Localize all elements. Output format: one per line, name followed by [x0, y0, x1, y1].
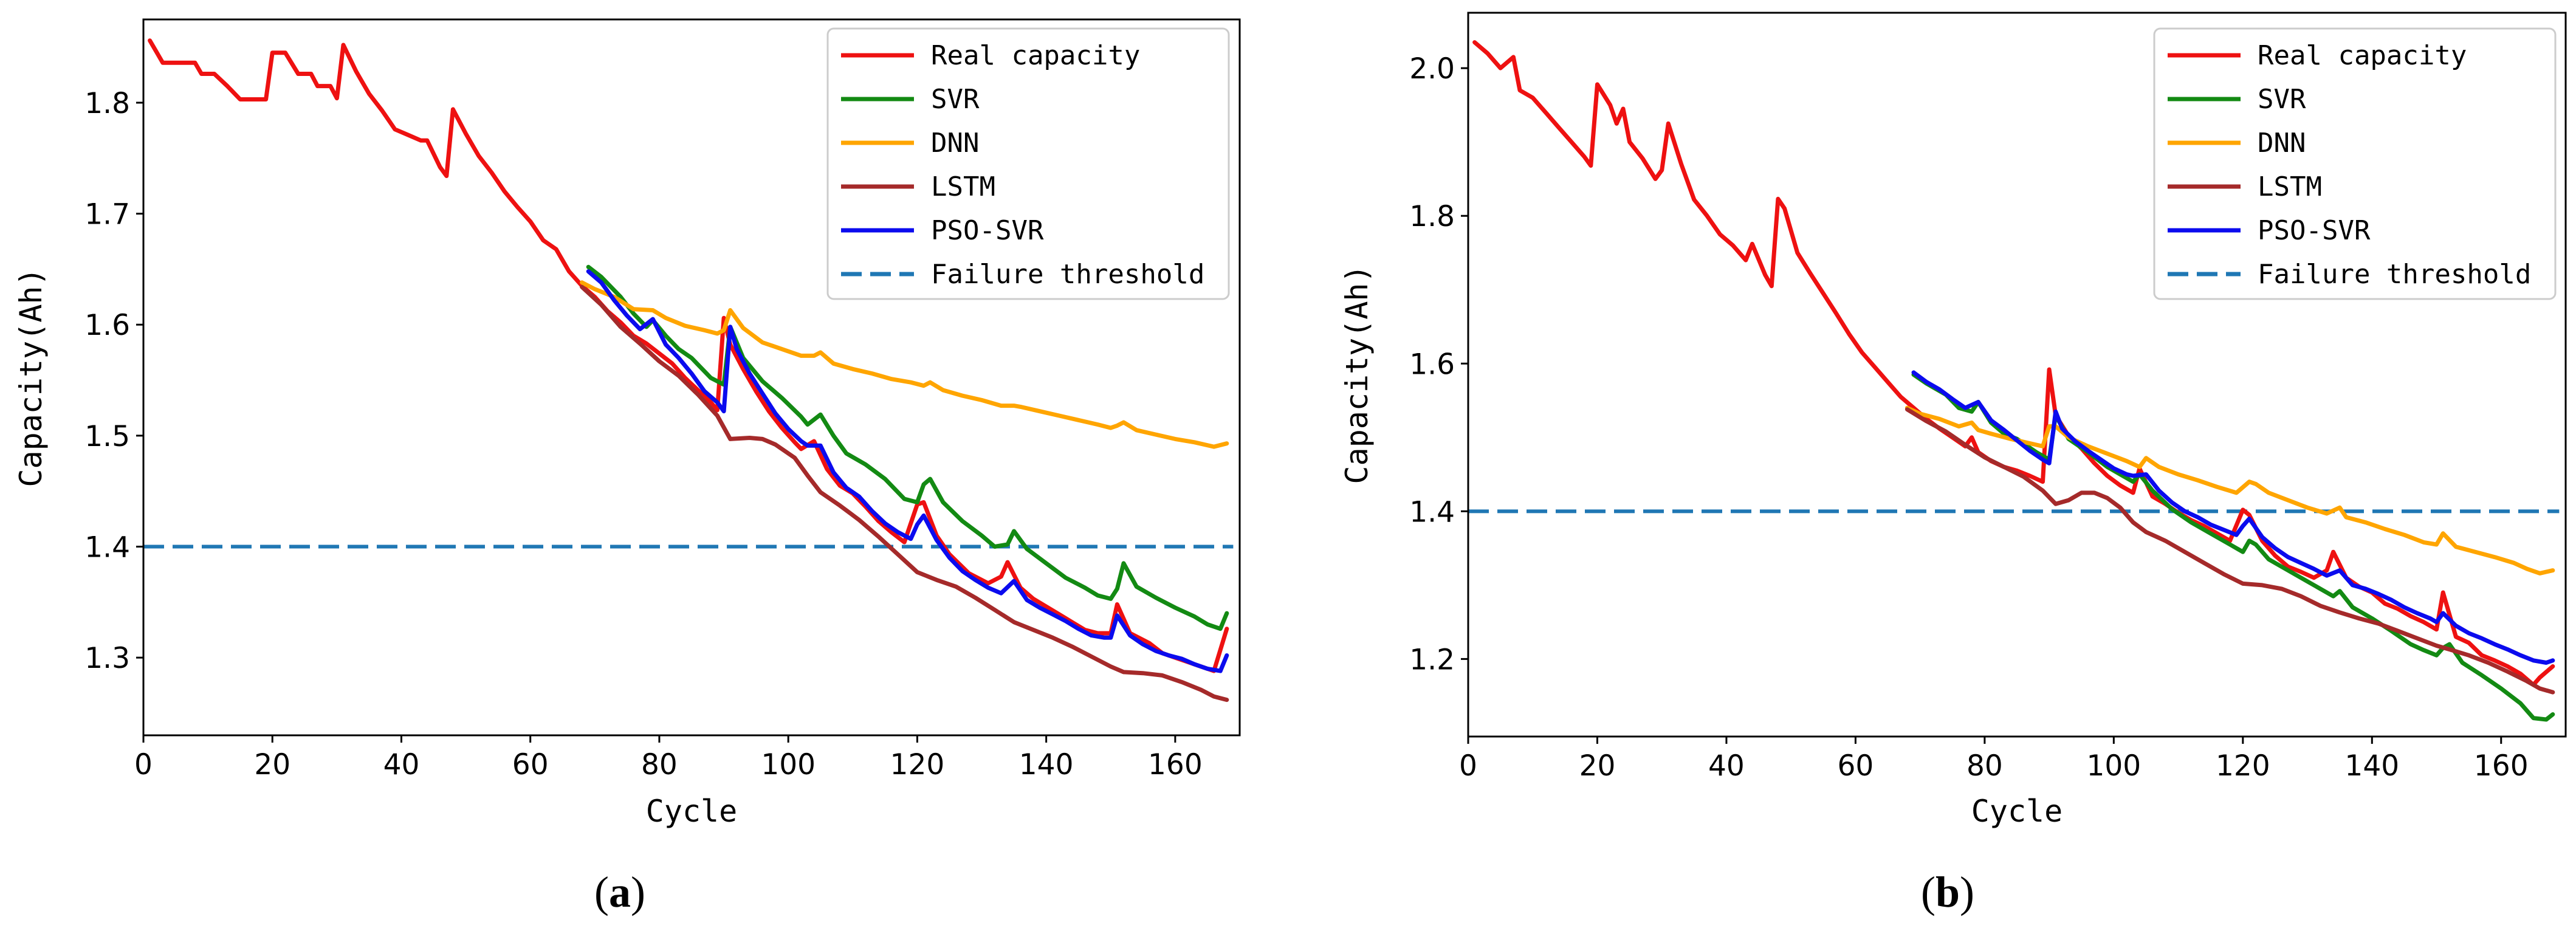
y-tick-label: 1.8 — [1409, 200, 1455, 233]
y-tick-label: 1.4 — [1409, 495, 1455, 529]
panel-letter-a: a — [609, 868, 631, 916]
plot-frame — [1467, 12, 2567, 738]
legend-label-real-capacity: Real capacity — [2258, 40, 2467, 71]
x-tick-label: 100 — [2086, 749, 2141, 783]
legend-label-failure-threshold: Failure threshold — [931, 259, 1204, 290]
x-tick-label: 0 — [134, 748, 153, 782]
x-tick-label: 120 — [2216, 749, 2270, 783]
axis-ticks: 0 20 40 60 80 100 120 140 160 1.2 1.4 1.6 1.8 2.0 — [1409, 52, 2528, 783]
legend-label-real-capacity: Real capacity — [931, 40, 1140, 71]
legend-label-svr: SVR — [931, 84, 980, 115]
x-tick-label: 80 — [1966, 749, 2003, 783]
x-tick-label: 20 — [254, 748, 290, 782]
legend: Real capacity SVR DNN LSTM PSO-SVR Failure th… — [826, 27, 1230, 300]
plot-frame — [142, 18, 1241, 737]
x-tick-label: 140 — [1019, 748, 1074, 782]
series-line-lstm — [1905, 407, 2555, 695]
series-line-dnn — [580, 280, 1229, 449]
y-tick-label: 1.7 — [84, 198, 130, 232]
y-tick-label: 1.3 — [84, 642, 130, 675]
y-tick-label: 2.0 — [1409, 52, 1455, 86]
legend-label-dnn: DNN — [2258, 128, 2306, 159]
series-line-pso-svr — [586, 269, 1229, 673]
y-axis-label: Capacity(Ah) — [1339, 264, 1375, 484]
x-tick-label: 20 — [1579, 749, 1616, 783]
x-axis-label: Cycle — [1971, 794, 2063, 829]
legend-box — [2153, 27, 2557, 300]
series-line-real-capacity — [148, 38, 1229, 673]
x-tick-label: 100 — [761, 748, 816, 782]
legend-label-failure-threshold: Failure threshold — [2258, 259, 2531, 290]
x-tick-label: 80 — [641, 748, 678, 782]
legend-label-pso-svr: PSO-SVR — [931, 215, 1044, 246]
y-tick-label: 1.2 — [1409, 643, 1455, 676]
x-tick-label: 140 — [2344, 749, 2399, 783]
panel-label-a: (a) — [594, 868, 645, 916]
x-tick-label: 40 — [383, 748, 420, 782]
x-axis-label: Cycle — [646, 794, 738, 829]
y-axis-label: Capacity(Ah) — [13, 267, 49, 487]
panel-label-b: (b) — [1921, 868, 1974, 916]
x-tick-label: 160 — [1148, 748, 1203, 782]
x-tick-label: 160 — [2474, 749, 2529, 783]
x-tick-label: 40 — [1708, 749, 1745, 783]
x-tick-label: 0 — [1459, 749, 1477, 783]
series-line-svr — [586, 264, 1229, 631]
y-tick-label: 1.6 — [84, 309, 130, 342]
plot-lines — [1468, 40, 2560, 722]
series-line-pso-svr — [1911, 370, 2555, 665]
x-tick-label: 60 — [1838, 749, 1874, 783]
y-tick-label: 1.6 — [1409, 348, 1455, 381]
y-tick-label: 1.4 — [84, 531, 130, 565]
y-tick-label: 1.5 — [84, 420, 130, 453]
legend-label-svr: SVR — [2258, 84, 2306, 115]
legend: Real capacity SVR DNN LSTM PSO-SVR Failure th… — [2153, 27, 2557, 300]
axis-ticks: 0 20 40 60 80 100 120 140 160 1.3 1.4 1.5 1.6 1.7 1.8 — [84, 87, 1202, 782]
legend-box — [826, 27, 1230, 300]
panel-letter-b: b — [1935, 868, 1960, 916]
series-line-lstm — [580, 284, 1229, 703]
legend-label-pso-svr: PSO-SVR — [2258, 215, 2371, 246]
x-tick-label: 60 — [512, 748, 549, 782]
legend-label-dnn: DNN — [931, 128, 979, 159]
legend-label-lstm: LSTM — [931, 171, 995, 202]
x-tick-label: 120 — [890, 748, 945, 782]
legend-label-lstm: LSTM — [2258, 171, 2322, 202]
y-tick-label: 1.8 — [84, 87, 130, 120]
chart-panel-b: 0 20 40 60 80 100 120 140 160 1.2 1.4 1.6 1.8 2.0 Cyc… — [1339, 12, 2567, 916]
plot-lines — [143, 38, 1234, 703]
chart-panel-a: 0 20 40 60 80 100 120 140 1601.31.41.51.61.71.8 … — [13, 18, 1241, 916]
